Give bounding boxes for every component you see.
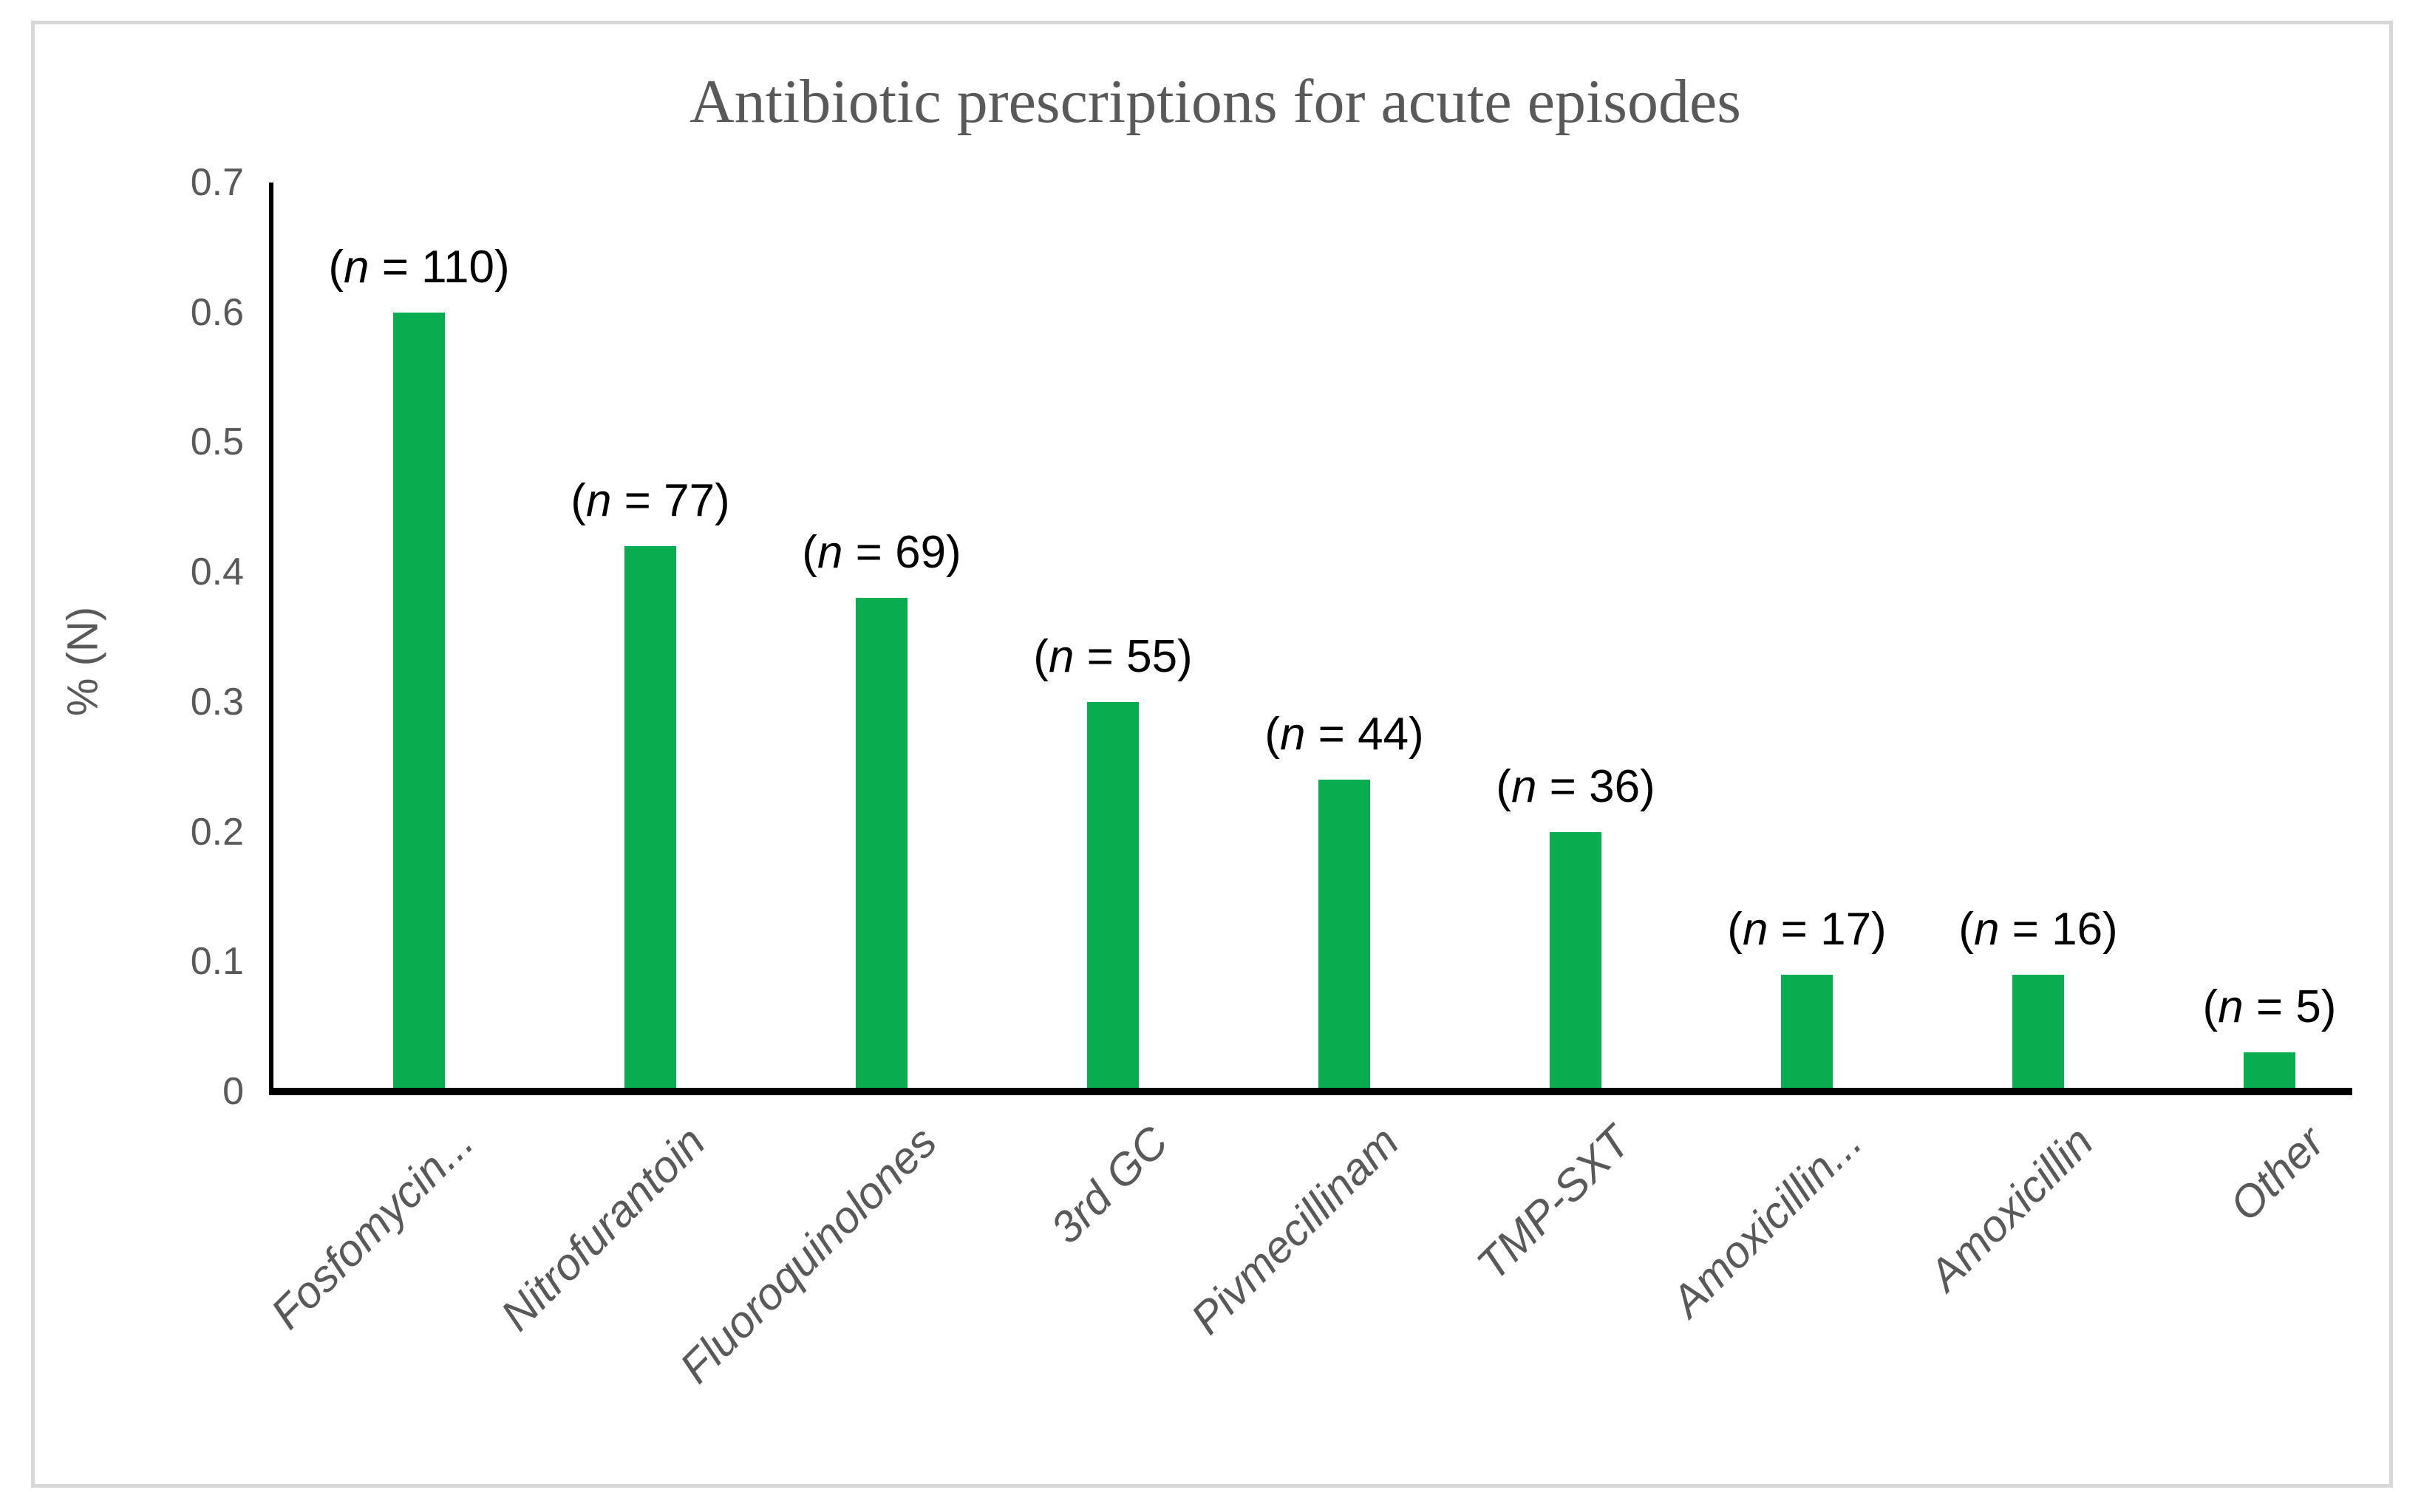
bar-value-label: (n = 77) [571,475,729,527]
bar-value-label-text: = 110) [369,242,510,293]
bar-value-label-text: ( [1033,631,1049,682]
bar-value-label-text: n [1742,904,1768,955]
bar-value-label-text: = 36) [1536,761,1655,812]
y-axis-tick-label: 0.7 [190,161,244,204]
y-axis-tick-label: 0.1 [190,940,244,984]
bar-value-label-text: = 5) [2243,981,2337,1032]
y-axis-tick-label: 0.3 [190,680,244,723]
bar-value-label: (n = 44) [1264,709,1423,760]
bar-value-label: (n = 5) [2203,981,2337,1033]
bar-value-label-text: n [1048,631,1075,682]
bar-value-label-text: n [1511,761,1537,812]
bar-value-label-text: = 55) [1074,631,1193,682]
bar-value-label: (n = 110) [328,242,509,293]
bar [1781,975,1833,1092]
bar-value-label-text: ( [1264,709,1280,760]
bar-value-label: (n = 16) [1958,904,2117,956]
figure-border-frame [31,21,2393,1488]
bar [1087,702,1139,1092]
y-axis-line [269,183,273,1095]
bar-value-label-text: n [1279,709,1306,760]
bar [2244,1052,2295,1092]
bar-value-label-text: n [344,242,370,293]
bar [856,598,908,1092]
bar-value-label-text: n [1973,904,2000,955]
bar-value-label-text: ( [328,242,344,293]
y-axis-tick-label: 0.6 [190,290,244,334]
bar-value-label-text: ( [571,475,586,526]
bar-value-label-text: = 16) [1999,904,2118,955]
bar-value-label-text: n [2218,981,2244,1032]
y-axis-tick-label: 0.2 [190,810,244,854]
bar [2012,975,2064,1092]
bar-value-label-text: = 77) [611,475,730,526]
bar-value-label-text: = 17) [1768,904,1887,955]
bar-value-label-text: ( [2202,981,2219,1032]
bar-value-label-text: ( [1727,904,1743,955]
bar-value-label-text: = 69) [842,527,961,578]
y-axis-tick-label: 0.5 [190,420,244,464]
bar-value-label-text: ( [1496,761,1511,812]
y-axis-tick-label: 0 [222,1070,244,1113]
bar [624,546,676,1092]
bar-value-label: (n = 55) [1033,631,1192,683]
bar-value-label-text: n [585,475,612,526]
bar [1550,832,1601,1092]
bar-value-label-text: ( [802,527,817,578]
bar-value-label: (n = 17) [1727,904,1886,956]
bar-value-label-text: ( [1958,904,1974,955]
bar-value-label: (n = 69) [802,527,961,579]
y-axis-tick-label: 0.4 [190,551,244,594]
bar-value-label-text: = 44) [1305,709,1424,760]
x-axis-line [269,1088,2352,1095]
bar-value-label: (n = 36) [1496,761,1655,813]
bar [1318,780,1370,1092]
chart-title: Antibiotic prescriptions for acute episo… [689,67,1741,136]
bar-value-label-text: n [817,527,843,578]
bar [393,313,445,1092]
